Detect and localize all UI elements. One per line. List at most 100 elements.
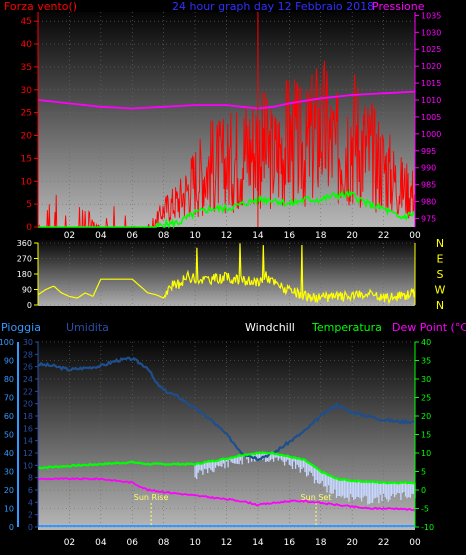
tick-label-rain: 70 — [4, 394, 14, 403]
tick-label-pressure: 1005 — [421, 113, 441, 122]
tick-label-pressure: 985 — [421, 181, 436, 190]
tick-label-humidity: 30 — [23, 338, 33, 347]
wind-pressure-panel: 0510152025303540459759809859909951000100… — [4, 0, 441, 241]
tick-label-hour: 10 — [189, 231, 201, 241]
tick-label-hour: 00 — [409, 231, 421, 241]
tick-label-humidity: 20 — [23, 400, 33, 409]
tick-label-wind: 40 — [21, 40, 33, 50]
tick-label-humidity: 18 — [23, 412, 33, 421]
tick-label-humidity: 2 — [28, 511, 33, 520]
legend-pioggia: Pioggia — [1, 321, 41, 334]
tick-label-hour: 06 — [127, 538, 139, 548]
tick-label-pressure: 980 — [421, 198, 436, 207]
chart-title: 24 hour graph day 12 Febbraio 2018 — [172, 0, 374, 13]
series-wind-pressure — [37, 12, 416, 230]
wind-axis-label: Forza vento() — [4, 0, 77, 13]
legend-temperatura: Temperatura — [311, 321, 382, 334]
tick-label-hour: 02 — [64, 538, 75, 548]
plot-area-wind — [38, 12, 415, 227]
tick-label-wind: 5 — [26, 200, 32, 210]
tick-label-rain: 0 — [9, 523, 14, 532]
tick-label-pressure: 1000 — [421, 130, 441, 139]
tick-label-hour: 08 — [158, 538, 170, 548]
tick-label-hour: 22 — [378, 231, 389, 241]
compass-label: S — [437, 268, 444, 281]
tick-label-hour: 08 — [158, 231, 170, 241]
tick-label-temp: 30 — [421, 375, 431, 384]
tick-label-hour: 20 — [346, 538, 358, 548]
tick-label-direction: 360 — [17, 239, 32, 248]
tick-label-pressure: 1020 — [421, 62, 441, 71]
series-temperature — [37, 451, 416, 485]
tick-label-rain: 90 — [4, 357, 14, 366]
tick-label-pressure: 1015 — [421, 79, 441, 88]
tick-label-humidity: 28 — [23, 350, 33, 359]
tick-label-rain: 30 — [4, 468, 14, 477]
tick-label-hour: 12 — [221, 538, 232, 548]
tick-label-humidity: 12 — [23, 449, 33, 458]
tick-label-pressure: 1010 — [421, 96, 441, 105]
tick-label-humidity: 26 — [23, 363, 33, 372]
tick-label-wind: 30 — [21, 86, 33, 96]
tick-label-rain: 60 — [4, 412, 14, 421]
compass-label: N — [436, 299, 444, 312]
tick-label-pressure: 1025 — [421, 45, 441, 54]
tick-label-hour: 04 — [95, 538, 107, 548]
tick-label-temp: 40 — [421, 338, 431, 347]
tick-label-hour: 16 — [284, 538, 296, 548]
tick-label-rain: 50 — [4, 431, 14, 440]
series-pressure — [37, 90, 416, 110]
tick-label-direction: 90 — [22, 286, 32, 295]
tick-label-hour: 18 — [315, 231, 327, 241]
tick-label-pressure: 995 — [421, 147, 436, 156]
tick-label-wind: 15 — [21, 154, 32, 164]
tick-label-pressure: 975 — [421, 215, 436, 224]
tick-label-humidity: 8 — [28, 474, 33, 483]
tick-label-rain: 20 — [4, 486, 14, 495]
series-temp — [37, 356, 416, 527]
tick-label-temp: 15 — [421, 431, 431, 440]
tick-label-humidity: 4 — [28, 498, 33, 507]
tick-label-hour: 02 — [64, 231, 75, 241]
tick-label-temp: -5 — [421, 505, 429, 514]
tick-label-wind: 35 — [21, 63, 32, 73]
compass-label: N — [436, 237, 444, 250]
tick-label-hour: 18 — [315, 538, 327, 548]
tick-label-wind: 45 — [21, 17, 32, 27]
tick-label-hour: 14 — [252, 231, 264, 241]
axes-temp: -10-505101520253035400102030405060708090… — [0, 338, 434, 548]
tick-label-pressure: 1035 — [421, 11, 441, 20]
temp-humidity-panel: -10-505101520253035400102030405060708090… — [0, 321, 466, 548]
tick-label-humidity: 10 — [23, 461, 33, 470]
compass-label: W — [435, 284, 446, 297]
compass-label: E — [437, 253, 444, 266]
axes-direction: 0 N 90 W 180 S 270 E 360 N — [17, 237, 446, 312]
tick-label-temp: 20 — [421, 412, 431, 421]
tick-label-humidity: 6 — [28, 486, 33, 495]
tick-label-rain: 40 — [4, 449, 14, 458]
tick-label-hour: 14 — [252, 538, 264, 548]
tick-label-pressure: 1030 — [421, 28, 441, 37]
sun-label: Sun Set — [301, 493, 332, 502]
tick-label-humidity: 0 — [28, 523, 33, 532]
tick-label-pressure: 990 — [421, 164, 436, 173]
tick-label-humidity: 22 — [23, 387, 33, 396]
tick-label-humidity: 16 — [23, 424, 33, 433]
tick-label-wind: 0 — [26, 223, 32, 233]
series-direction — [37, 243, 416, 305]
series-dewpoint — [37, 477, 416, 512]
tick-label-hour: 00 — [409, 538, 421, 548]
tick-label-temp: 5 — [421, 468, 426, 477]
tick-label-temp: 35 — [421, 357, 431, 366]
tick-label-temp: 25 — [421, 394, 431, 403]
tick-label-direction: 0 — [27, 301, 32, 310]
tick-label-rain: 10 — [4, 505, 14, 514]
series-direction — [37, 243, 416, 305]
legend-umidita: Umidita — [66, 321, 109, 334]
legend-dewpoint: Dew Point (°C) — [392, 321, 466, 334]
tick-label-hour: 04 — [95, 231, 107, 241]
wind-direction-panel: 0 N 90 W 180 S 270 E 360 N — [17, 237, 446, 312]
tick-label-rain: 100 — [0, 338, 14, 347]
tick-label-wind: 20 — [21, 132, 33, 142]
